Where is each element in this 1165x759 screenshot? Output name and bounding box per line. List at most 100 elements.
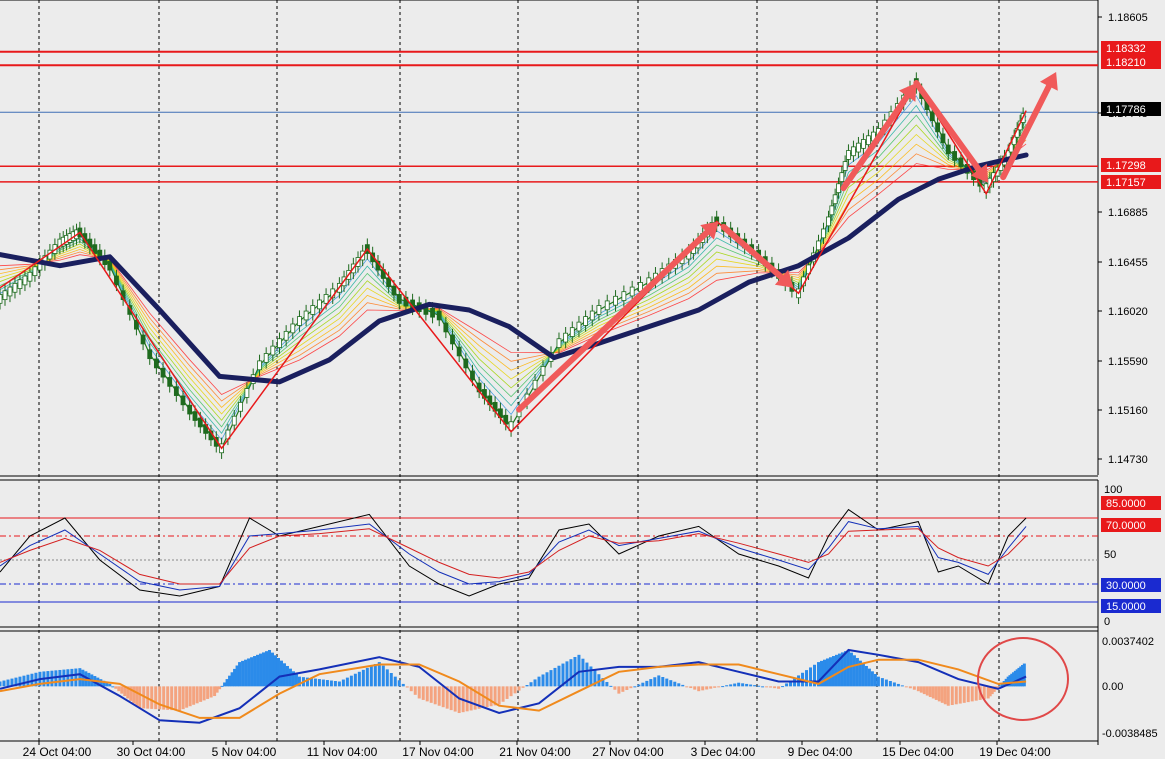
candle-body — [829, 205, 835, 216]
macd-histogram-bar — [485, 686, 489, 708]
macd-histogram-bar — [54, 670, 58, 687]
macd-histogram-bar — [573, 657, 577, 687]
level-label-text: 1.17157 — [1106, 177, 1146, 189]
candle-body — [310, 305, 316, 315]
level-label-text: 70.0000 — [1106, 520, 1146, 532]
time-tick-label: 9 Dec 04:00 — [788, 745, 853, 759]
macd-histogram-bar — [102, 680, 106, 687]
macd-histogram-bar — [345, 677, 349, 687]
macd-histogram-bar — [561, 663, 565, 687]
macd-histogram-bar — [2, 680, 6, 687]
candle-body — [114, 275, 119, 286]
candle-body — [263, 353, 269, 363]
macd-histogram-bar — [892, 682, 896, 687]
macd-histogram-bar — [349, 675, 353, 687]
macd-histogram-bar — [637, 684, 641, 687]
macd-histogram-bar — [429, 686, 433, 703]
candle-body — [283, 330, 289, 341]
candle-body — [1017, 120, 1023, 131]
macd-histogram-bar — [337, 681, 341, 687]
macd-histogram-bar — [873, 673, 877, 687]
macd-histogram-bar — [291, 671, 295, 687]
macd-histogram-bar — [685, 686, 689, 688]
macd-histogram-bar — [940, 686, 944, 703]
level-label-box — [1101, 102, 1161, 116]
ribbon-ma-line — [0, 131, 1027, 415]
candle-body — [290, 323, 296, 334]
macd-histogram-bar — [884, 679, 888, 687]
macd-histogram-bar — [912, 686, 916, 690]
level-label-box — [1101, 41, 1161, 55]
stoch-series-line — [0, 521, 1027, 591]
macd-histogram-bar — [409, 686, 413, 692]
macd-histogram-bar — [489, 686, 493, 707]
macd-histogram-bar — [870, 671, 874, 687]
stoch-series-line — [0, 528, 1027, 585]
candle-body — [430, 307, 435, 318]
macd-panel — [0, 648, 1027, 724]
trend-arrow-head — [774, 269, 794, 288]
candle-body — [470, 370, 475, 381]
macd-histogram-bar — [22, 675, 26, 687]
macd-histogram-bar — [809, 667, 813, 687]
macd-histogram-bar — [62, 669, 66, 687]
macd-histogram-bar — [785, 683, 789, 687]
ribbon-ma-line — [0, 135, 1027, 408]
macd-histogram-bar — [982, 686, 986, 700]
slow-moving-average — [0, 152, 1029, 385]
macd-histogram-bar — [1000, 683, 1004, 687]
macd-histogram-bar — [621, 686, 625, 692]
macd-histogram-bar — [74, 668, 78, 687]
time-axis: 24 Oct 04:00 30 Oct 04:00 5 Nov 04:00 11 No… — [23, 741, 1051, 759]
macd-histogram-bar — [589, 666, 593, 687]
macd-histogram-bar — [185, 686, 189, 708]
macd-histogram-bar — [521, 686, 525, 688]
candle-body — [450, 334, 455, 345]
macd-histogram-bar — [437, 686, 441, 706]
macd-tick-label: -0.0038485 — [1102, 728, 1158, 740]
macd-histogram-bar — [745, 683, 749, 687]
macd-histogram-bar — [288, 668, 292, 687]
price-tick-label: 1.14730 — [1108, 454, 1148, 466]
macd-histogram-bar — [996, 686, 1000, 688]
macd-histogram-bar — [228, 675, 232, 687]
price-stoch-gap — [0, 475, 1165, 480]
macd-histogram-bar — [990, 686, 994, 695]
macd-histogram-bar — [154, 686, 158, 710]
candle-body — [816, 240, 821, 251]
macd-histogram-bar — [537, 676, 541, 687]
candle-body — [596, 305, 602, 315]
macd-tick-label: 0.00 — [1102, 681, 1123, 693]
macd-histogram-bar — [268, 649, 272, 687]
candle-body — [629, 286, 635, 297]
macd-histogram-bar — [609, 685, 613, 687]
macd-histogram-bar — [393, 676, 397, 687]
trend-arrow-head — [970, 163, 989, 183]
candle-body — [0, 294, 3, 304]
macd-histogram-bar — [117, 686, 121, 692]
macd-histogram-bar — [753, 685, 757, 687]
macd-histogram-bar — [834, 654, 838, 687]
trend-arrow-shaft — [516, 229, 711, 413]
macd-histogram-bar — [417, 686, 421, 699]
macd-histogram-bar — [233, 668, 237, 687]
macd-histogram-bar — [0, 681, 2, 687]
time-tick-label: 5 Nov 04:00 — [212, 745, 277, 759]
candle-body — [197, 417, 203, 428]
macd-histogram-bar — [813, 664, 817, 687]
macd-histogram-bar — [1017, 667, 1021, 687]
macd-histogram-bar — [880, 678, 884, 687]
macd-histogram-bar — [279, 660, 283, 687]
stoch-tick-label: 50 — [1104, 549, 1116, 561]
macd-histogram-bar — [329, 680, 333, 687]
macd-histogram-bar — [449, 686, 453, 711]
candle-body — [856, 142, 861, 153]
macd-histogram-bar — [820, 660, 824, 687]
macd-histogram-bar — [701, 686, 705, 691]
macd-histogram-bar — [876, 676, 880, 687]
macd-histogram-bar — [861, 663, 865, 687]
macd-histogram-bar — [925, 686, 929, 696]
